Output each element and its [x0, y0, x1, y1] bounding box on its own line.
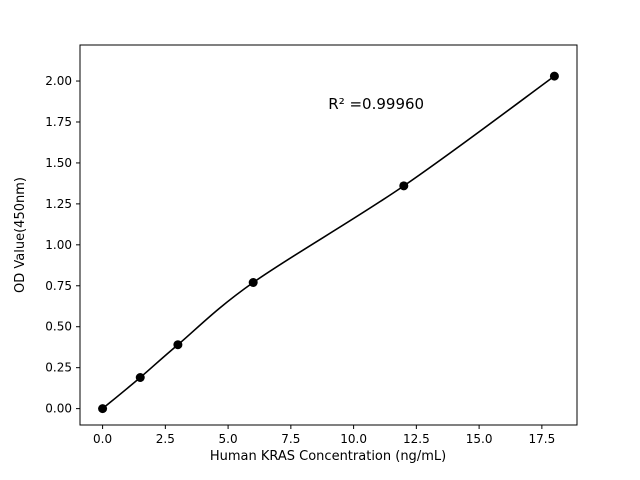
y-tick-label: 0.25 [45, 361, 72, 375]
data-point [399, 181, 409, 191]
y-tick-label: 0.00 [45, 402, 72, 416]
data-point [98, 404, 108, 414]
y-tick-label: 1.25 [45, 197, 72, 211]
plot-area: 0.0 2.5 5.0 7.5 10.0 12.5 15.0 17.5 0.00 0.25 0.50… [45, 44, 578, 446]
x-tick-label: 5.0 [219, 432, 238, 446]
y-tick-label: 2.00 [45, 74, 72, 88]
x-tick-label: 15.0 [466, 432, 493, 446]
y-tick-label: 1.50 [45, 156, 72, 170]
x-tick-label: 7.5 [281, 432, 300, 446]
data-point [135, 373, 145, 382]
data-point [173, 340, 183, 350]
y-tick-label: 1.75 [45, 115, 72, 129]
x-tick-label: 10.0 [340, 432, 367, 446]
y-tick-label: 0.75 [45, 279, 72, 293]
x-axis-label: Human KRAS Concentration (ng/mL) [210, 449, 446, 464]
x-tick-label: 0.0 [93, 432, 112, 446]
data-point [549, 71, 559, 81]
r-squared-annotation: R² =0.99960 [328, 95, 424, 113]
y-tick-label: 0.50 [45, 320, 72, 334]
x-tick-label: 17.5 [528, 432, 555, 446]
x-tick-label: 2.5 [156, 432, 175, 446]
y-tick-label: 1.00 [45, 238, 72, 252]
y-axis-label: OD Value(450nm) [13, 177, 28, 293]
x-tick-label: 12.5 [403, 432, 430, 446]
data-point [248, 278, 258, 287]
